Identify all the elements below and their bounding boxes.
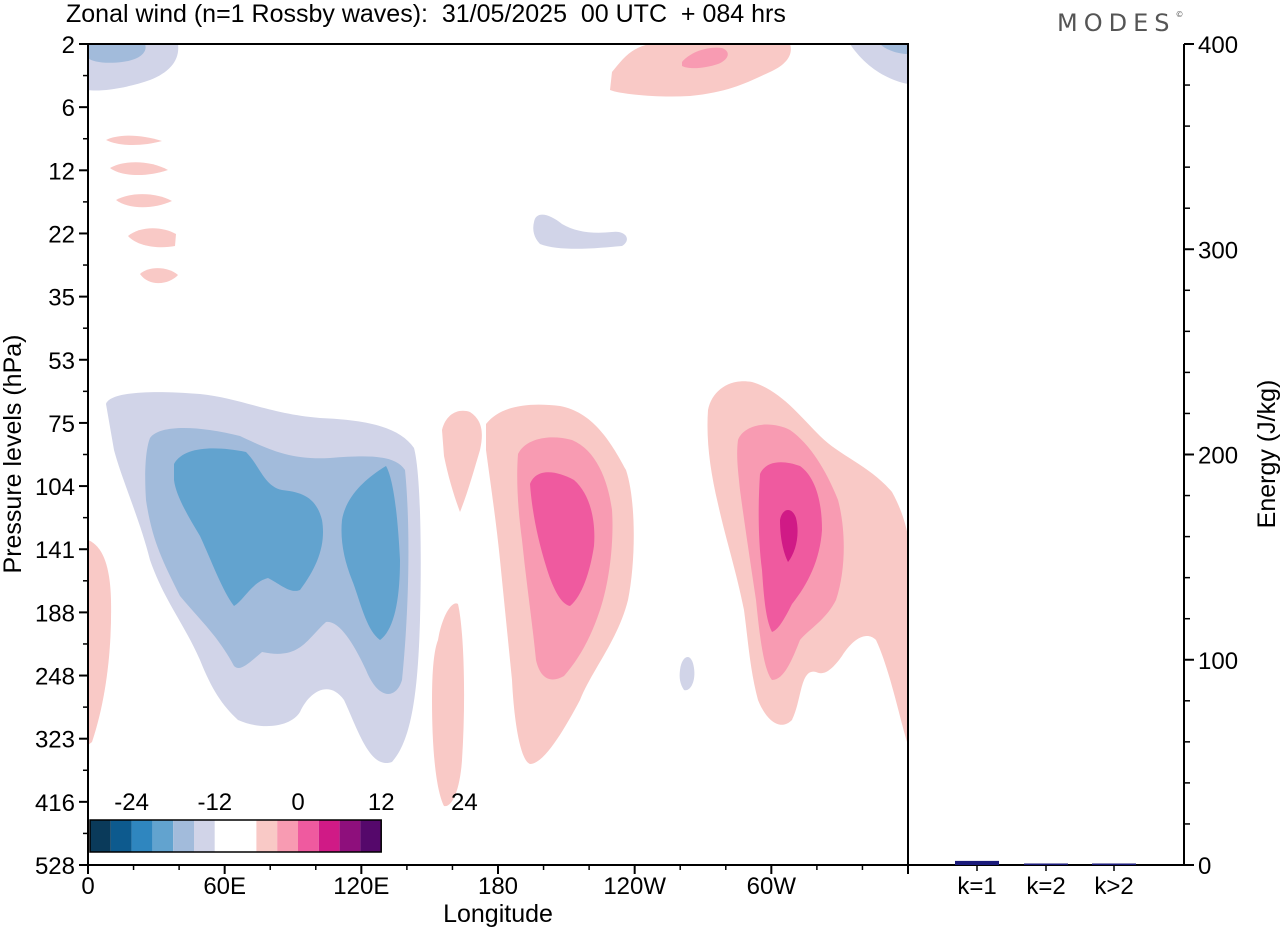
y-tick-label: 323 [35, 727, 75, 754]
contour-pos-small-1 [106, 135, 162, 145]
contour-pos-12-east [780, 509, 798, 562]
chart-title: Zonal wind (n=1 Rossby waves): 31/05/202… [66, 0, 786, 28]
y-tick-label: 104 [35, 474, 75, 501]
energy-tick-label: 100 [1198, 648, 1238, 675]
y-tick-label: 2 [62, 32, 75, 59]
contour-pos-3-top [610, 44, 791, 97]
y-tick-label: 416 [35, 790, 75, 817]
y-tick-label: 528 [35, 853, 75, 880]
colorbar-swatch [173, 820, 194, 852]
y-tick-label: 75 [48, 411, 75, 438]
energy-cat-label: k=2 [1026, 873, 1065, 900]
colorbar-swatch [152, 820, 174, 852]
contour-pos-small-3 [116, 194, 172, 208]
colorbar-swatch [360, 820, 382, 852]
energy-tick-label: 400 [1198, 32, 1238, 59]
y-tick-label: 35 [48, 285, 75, 312]
contour-neg-3-small [679, 656, 695, 691]
contour-pos-3-narrow-b [432, 603, 465, 807]
contour-pos-9-center [530, 472, 595, 606]
energy-tick-label: 200 [1198, 443, 1238, 470]
contour-neg-9-east [341, 466, 400, 640]
contour-pos-3-narrow-a [442, 410, 482, 512]
x-tick-label: 120E [333, 873, 389, 900]
energy-tick-label: 0 [1198, 853, 1211, 880]
logo-mark: © [1175, 10, 1184, 19]
contour-pos-6-top [682, 47, 728, 69]
colorbar-label: -12 [197, 789, 232, 816]
contour-neg-6-topleft [88, 44, 146, 63]
y-tick-label: 248 [35, 664, 75, 691]
colorbar-swatch [90, 820, 111, 852]
x-axis-label: Longitude [443, 900, 553, 928]
colorbar-swatch [318, 820, 340, 852]
colorbar-swatch [298, 820, 319, 852]
contour-field [88, 44, 908, 865]
energy-bar [955, 860, 999, 865]
y-tick-label: 141 [35, 537, 75, 564]
contour-neg-9-west [174, 448, 324, 606]
energy-bar [1092, 863, 1136, 865]
colorbar-swatch [194, 820, 215, 852]
energy-tick-layer: 0 100 200 300 400 k=1 k=2 k>2 [957, 32, 1238, 900]
x-tick-label: 0 [81, 873, 94, 900]
contour-neg-6-topright [880, 44, 908, 54]
y-tick-label: 53 [48, 348, 75, 375]
x-tick-label: 180 [478, 873, 518, 900]
colorbar-label: 12 [368, 789, 395, 816]
colorbar-swatch [277, 820, 298, 852]
colorbar-label: -24 [114, 789, 149, 816]
modes-logo: MODES© [1057, 9, 1183, 37]
colorbar-swatch [235, 820, 257, 852]
energy-cat-label: k=1 [957, 873, 996, 900]
y-tick-label: 6 [62, 95, 75, 122]
contour-pos-3-leftedge [88, 540, 112, 745]
contour-neg-3-mid [533, 214, 627, 249]
colorbar-label: 0 [291, 789, 304, 816]
colorbar-legend: -24 -12 0 12 24 [88, 786, 478, 865]
y-axis-label: Pressure levels (hPa) [0, 335, 27, 574]
colorbar-border [89, 819, 382, 853]
colorbar-swatch [131, 820, 153, 852]
colorbar-swatch [110, 820, 132, 852]
x-tick-label: 60W [747, 873, 797, 900]
y-tick-label: 12 [48, 158, 75, 185]
energy-cat-label: k>2 [1094, 873, 1133, 900]
contour-pos-small-4 [128, 228, 176, 248]
x-tick-label: 120W [603, 873, 666, 900]
energy-bar-layer [955, 860, 1136, 865]
colorbar-swatch [339, 820, 361, 852]
colorbar-swatch [214, 820, 236, 852]
colorbar-swatch [256, 820, 278, 852]
energy-axis-label: Energy (J/kg) [1253, 380, 1280, 529]
contour-neg-3-topright [850, 44, 908, 84]
y-tick-label: 188 [35, 600, 75, 627]
x-tick-label: 60E [203, 873, 246, 900]
y-tick-label: 22 [48, 221, 75, 248]
contour-pos-small-5 [140, 268, 178, 284]
energy-tick-label: 300 [1198, 237, 1238, 264]
energy-bar [1024, 863, 1068, 865]
colorbar-label: 24 [451, 789, 478, 816]
contour-pos-small-2 [110, 162, 168, 176]
logo-text: MODES [1057, 9, 1176, 37]
